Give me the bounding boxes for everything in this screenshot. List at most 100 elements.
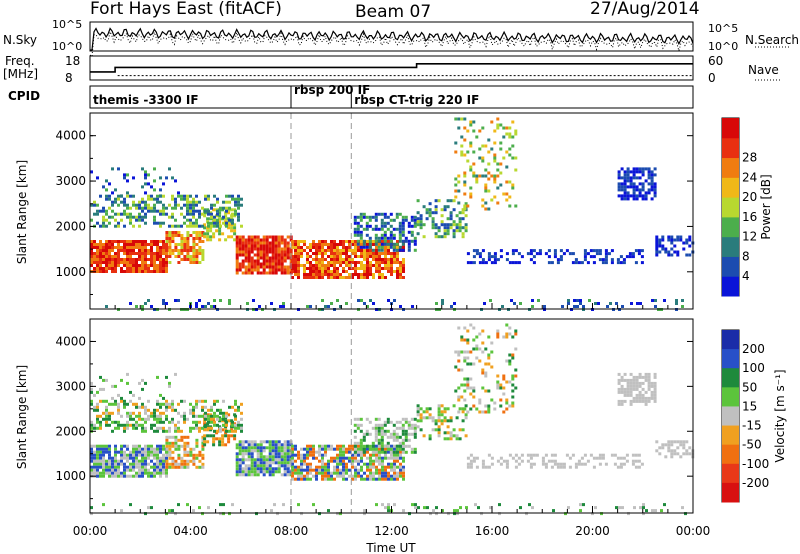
range-gate-cell (90, 249, 93, 252)
range-gate-cell (144, 252, 147, 255)
range-gate-cell (366, 276, 369, 279)
range-gate-cell (303, 459, 306, 463)
range-gate-cell (333, 243, 336, 246)
range-gate-cell (132, 417, 135, 421)
range-gate-cell (517, 261, 521, 265)
range-gate-cell (126, 468, 129, 472)
range-gate-cell (348, 456, 351, 460)
range-gate-cell (393, 453, 396, 457)
range-gate-cell (324, 264, 327, 267)
range-gate-cell (117, 255, 120, 258)
colorbar-swatch (722, 349, 739, 369)
range-gate-cell (123, 224, 126, 228)
range-gate-cell (129, 270, 132, 273)
range-gate-cell (213, 215, 216, 219)
range-gate-cell (372, 273, 375, 276)
range-gate-cell (390, 444, 393, 448)
range-gate-cell (198, 231, 202, 234)
range-gate-cell (300, 246, 303, 249)
range-gate-cell (449, 214, 453, 218)
range-gate-cell (108, 414, 111, 418)
range-gate-cell (171, 444, 175, 448)
range-gate-cell (235, 271, 239, 275)
range-gate-cell (203, 428, 207, 432)
range-gate-cell (228, 512, 231, 516)
range-gate-cell (351, 273, 354, 276)
range-gate-cell (380, 432, 384, 436)
range-gate-cell (216, 414, 219, 418)
range-gate-cell (635, 194, 639, 198)
range-gate-cell (237, 203, 240, 207)
range-gate-cell (138, 462, 141, 466)
range-gate-cell (404, 444, 408, 448)
range-gate-cell (262, 238, 266, 242)
range-gate-cell (141, 270, 144, 273)
range-gate-cell (348, 267, 351, 270)
range-gate-cell (153, 261, 156, 264)
range-gate-cell (425, 211, 429, 215)
range-gate-cell (235, 446, 239, 450)
range-gate-cell (180, 246, 184, 249)
frequency-panel-frame (89, 55, 694, 81)
range-gate-cell (399, 261, 402, 264)
range-gate-cell (241, 452, 245, 456)
range-gate-cell (487, 177, 491, 181)
range-gate-cell (186, 231, 190, 234)
range-gate-cell (362, 447, 366, 451)
range-gate-cell (212, 235, 216, 239)
range-gate-cell (387, 465, 390, 469)
range-gate-cell (183, 459, 187, 463)
range-gate-cell (366, 270, 369, 273)
range-gate-cell (613, 462, 617, 466)
range-gate-cell (129, 267, 132, 270)
range-gate-cell (493, 129, 497, 133)
range-gate-cell (481, 261, 485, 265)
range-gate-cell (234, 209, 237, 213)
range-gate-cell (126, 261, 129, 264)
range-gate-cell (469, 168, 473, 172)
range-gate-cell (464, 202, 468, 206)
range-gate-cell (177, 447, 181, 451)
range-gate-cell (568, 252, 572, 256)
range-gate-cell (461, 235, 465, 239)
range-gate-cell (150, 261, 153, 264)
range-gate-cell (150, 474, 153, 478)
range-gate-cell (225, 209, 228, 213)
range-gate-cell (111, 420, 114, 424)
range-gate-cell (309, 270, 312, 273)
range-gate-cell (147, 270, 150, 273)
range-gate-cell (330, 447, 333, 451)
range-gate-cell (396, 456, 399, 460)
range-gate-cell (235, 262, 239, 266)
range-gate-cell (256, 449, 260, 453)
range-gate-cell (508, 261, 512, 265)
range-gate-cell (348, 243, 351, 246)
range-gate-cell (117, 450, 120, 454)
range-gate-cell (654, 299, 657, 302)
range-gate-cell (114, 261, 117, 264)
range-gate-cell (437, 416, 441, 420)
range-gate-cell (291, 270, 294, 273)
range-gate-cell (339, 305, 342, 308)
range-gate-cell (138, 414, 141, 418)
range-gate-cell (222, 411, 225, 415)
range-gate-cell (466, 261, 470, 265)
range-gate-cell (231, 212, 234, 216)
cpid-label: CPID (8, 89, 40, 103)
range-gate-cell (469, 377, 473, 381)
range-gate-cell (265, 247, 269, 251)
range-gate-cell (144, 170, 147, 174)
range-gate-cell (159, 261, 162, 264)
range-gate-cell (144, 261, 147, 264)
range-gate-cell (389, 212, 393, 216)
range-gate-cell (114, 444, 117, 448)
range-gate-cell (372, 258, 375, 261)
range-gate-cell (234, 399, 237, 403)
range-gate-cell (354, 273, 357, 276)
range-gate-cell (286, 268, 290, 272)
range-gate-cell (416, 407, 420, 411)
range-gate-cell (455, 229, 459, 233)
range-gate-cell (425, 410, 429, 414)
range-gate-cell (162, 194, 165, 198)
range-gate-cell (550, 453, 554, 457)
